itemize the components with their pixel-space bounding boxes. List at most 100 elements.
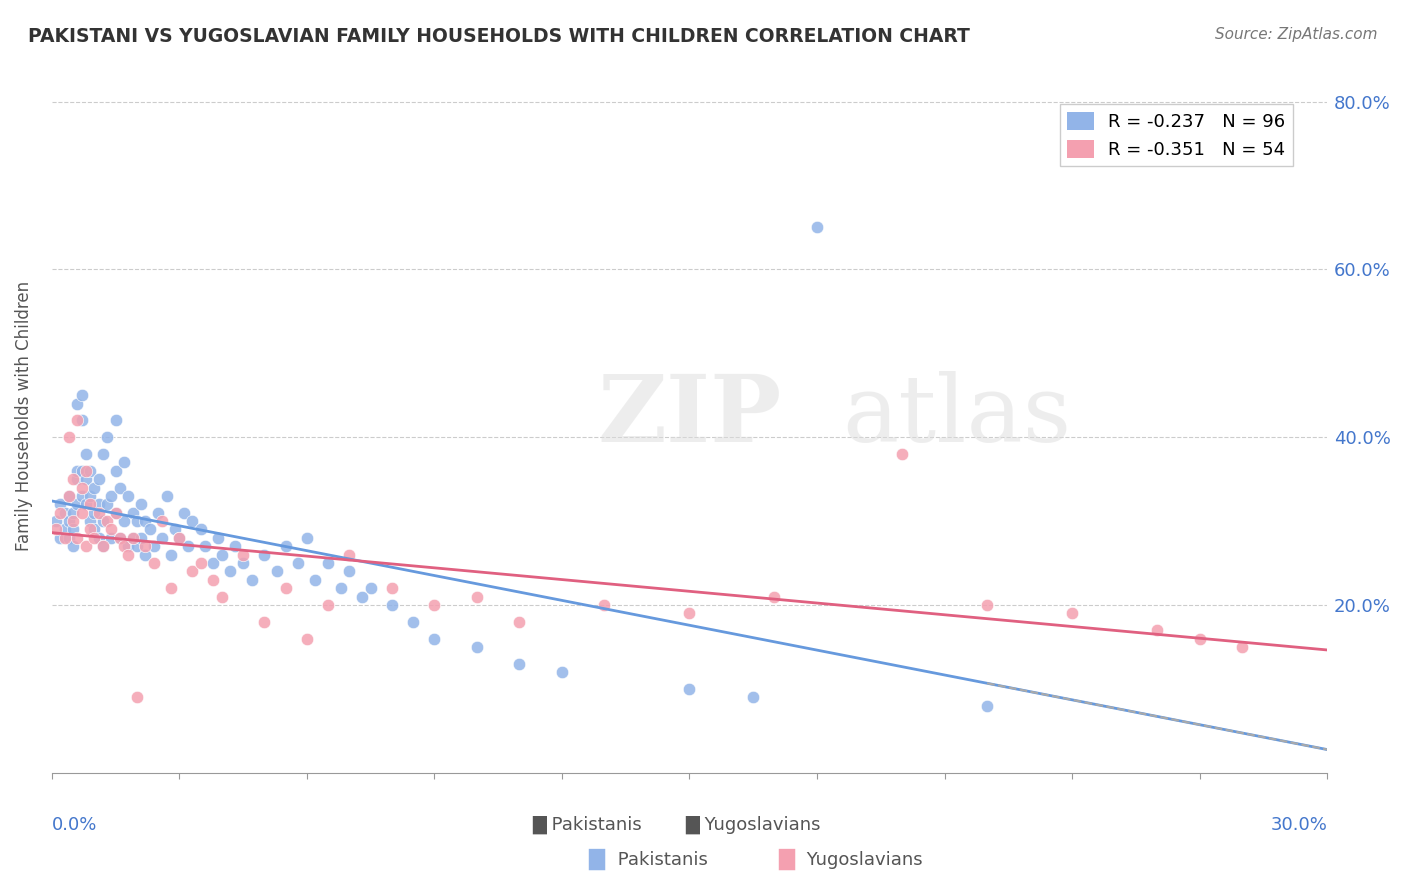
Point	[134, 539, 156, 553]
Point	[70, 464, 93, 478]
Point	[79, 523, 101, 537]
Point	[79, 489, 101, 503]
Point	[337, 565, 360, 579]
Point	[295, 531, 318, 545]
Text: █ Yugoslavians: █ Yugoslavians	[686, 815, 821, 834]
Point	[83, 506, 105, 520]
Point	[1146, 623, 1168, 637]
Point	[70, 388, 93, 402]
Point	[295, 632, 318, 646]
Point	[125, 514, 148, 528]
Point	[134, 514, 156, 528]
Point	[49, 531, 72, 545]
Point	[45, 514, 67, 528]
Point	[91, 539, 114, 553]
Point	[169, 531, 191, 545]
Text: █: █	[779, 849, 794, 871]
Point	[62, 514, 84, 528]
Point	[62, 472, 84, 486]
Point	[976, 598, 998, 612]
Point	[381, 598, 404, 612]
Point	[87, 506, 110, 520]
Point	[83, 523, 105, 537]
Point	[169, 531, 191, 545]
Point	[91, 539, 114, 553]
Point	[96, 497, 118, 511]
Point	[224, 539, 246, 553]
Point	[678, 681, 700, 696]
Point	[423, 632, 446, 646]
Point	[142, 539, 165, 553]
Text: █ Pakistanis: █ Pakistanis	[533, 815, 643, 834]
Point	[240, 573, 263, 587]
Point	[75, 464, 97, 478]
Text: atlas: atlas	[842, 371, 1071, 461]
Point	[181, 514, 204, 528]
Point	[329, 581, 352, 595]
Point	[53, 506, 76, 520]
Point	[53, 531, 76, 545]
Point	[87, 472, 110, 486]
Point	[117, 489, 139, 503]
Point	[45, 523, 67, 537]
Y-axis label: Family Households with Children: Family Households with Children	[15, 281, 32, 551]
Legend: R = -0.237   N = 96, R = -0.351   N = 54: R = -0.237 N = 96, R = -0.351 N = 54	[1060, 104, 1292, 167]
Point	[142, 556, 165, 570]
Point	[100, 489, 122, 503]
Point	[976, 698, 998, 713]
Point	[66, 413, 89, 427]
Text: Pakistanis: Pakistanis	[612, 851, 707, 869]
Point	[337, 548, 360, 562]
Point	[75, 472, 97, 486]
Point	[194, 539, 217, 553]
Point	[66, 531, 89, 545]
Point	[304, 573, 326, 587]
Point	[87, 497, 110, 511]
Point	[58, 514, 80, 528]
Point	[465, 590, 488, 604]
Point	[70, 413, 93, 427]
Point	[202, 556, 225, 570]
Point	[129, 497, 152, 511]
Point	[232, 556, 254, 570]
Text: 0.0%: 0.0%	[52, 815, 97, 834]
Point	[134, 548, 156, 562]
Point	[190, 523, 212, 537]
Point	[117, 539, 139, 553]
Point	[508, 657, 530, 671]
Point	[274, 539, 297, 553]
Point	[423, 598, 446, 612]
Point	[121, 531, 143, 545]
Point	[316, 598, 339, 612]
Point	[360, 581, 382, 595]
Point	[104, 506, 127, 520]
Text: Yugoslavians: Yugoslavians	[801, 851, 924, 869]
Point	[49, 497, 72, 511]
Point	[75, 447, 97, 461]
Point	[150, 531, 173, 545]
Point	[678, 607, 700, 621]
Point	[108, 481, 131, 495]
Point	[96, 430, 118, 444]
Point	[66, 497, 89, 511]
Point	[79, 464, 101, 478]
Point	[173, 506, 195, 520]
Point	[266, 565, 288, 579]
Point	[177, 539, 200, 553]
Point	[58, 489, 80, 503]
Point	[150, 514, 173, 528]
Point	[202, 573, 225, 587]
Point	[1062, 607, 1084, 621]
Text: █: █	[589, 849, 605, 871]
Point	[100, 523, 122, 537]
Point	[253, 548, 276, 562]
Point	[117, 548, 139, 562]
Point	[75, 539, 97, 553]
Point	[207, 531, 229, 545]
Point	[66, 472, 89, 486]
Point	[465, 640, 488, 654]
Point	[58, 531, 80, 545]
Point	[352, 590, 374, 604]
Point	[806, 220, 828, 235]
Point	[253, 615, 276, 629]
